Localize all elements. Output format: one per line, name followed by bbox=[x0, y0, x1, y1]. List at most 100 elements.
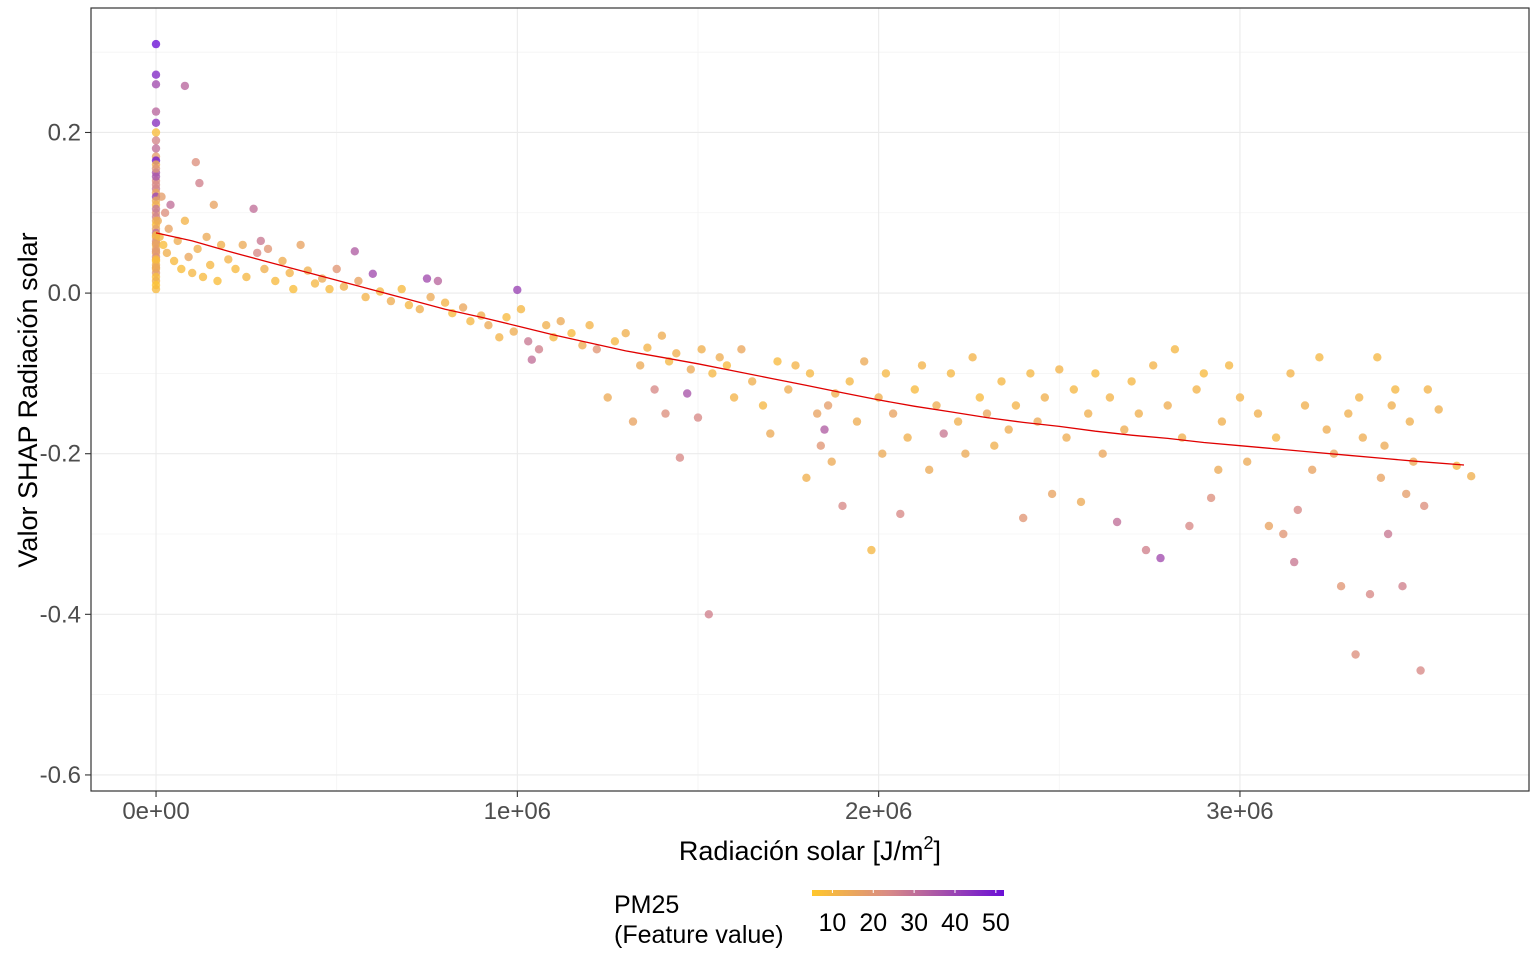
data-point bbox=[888, 409, 898, 418]
data-point bbox=[153, 216, 162, 225]
data-point bbox=[939, 429, 948, 438]
data-point bbox=[917, 361, 927, 370]
data-point bbox=[151, 80, 161, 89]
legend-tick-label: 40 bbox=[941, 909, 969, 937]
data-point bbox=[975, 393, 984, 402]
data-point bbox=[271, 276, 280, 286]
data-point bbox=[1351, 650, 1360, 659]
data-point bbox=[354, 276, 363, 286]
data-point bbox=[166, 200, 175, 209]
data-point bbox=[748, 377, 757, 386]
data-point bbox=[404, 300, 414, 310]
data-point bbox=[1199, 369, 1209, 378]
data-point bbox=[253, 248, 262, 258]
data-point bbox=[238, 240, 247, 250]
data-point bbox=[1402, 489, 1411, 499]
data-point bbox=[1112, 517, 1122, 527]
data-point bbox=[813, 409, 822, 418]
data-point bbox=[1091, 369, 1100, 378]
data-point bbox=[827, 457, 836, 466]
data-point bbox=[466, 317, 475, 326]
data-point bbox=[932, 401, 941, 410]
data-point bbox=[968, 353, 977, 362]
data-point bbox=[263, 244, 273, 254]
data-point bbox=[151, 180, 161, 189]
data-point bbox=[180, 81, 190, 91]
data-point bbox=[1026, 369, 1035, 378]
data-point bbox=[1315, 353, 1324, 362]
data-point bbox=[433, 276, 443, 286]
data-point bbox=[527, 355, 536, 364]
data-point bbox=[1279, 529, 1288, 539]
x-tick-label: 0e+00 bbox=[122, 798, 189, 825]
y-tick-label: -0.2 bbox=[40, 441, 81, 468]
data-point bbox=[1040, 393, 1050, 402]
data-point bbox=[216, 240, 226, 250]
data-point bbox=[151, 164, 161, 173]
data-point bbox=[224, 255, 233, 264]
data-point bbox=[791, 361, 800, 370]
data-point bbox=[160, 208, 170, 217]
data-point bbox=[157, 192, 166, 201]
data-point bbox=[542, 321, 551, 330]
data-point bbox=[1383, 529, 1393, 539]
data-point bbox=[534, 345, 544, 354]
data-point bbox=[1336, 582, 1346, 591]
legend-title-line2: (Feature value) bbox=[614, 921, 784, 949]
legend-ticks: 10 20 30 40 50 bbox=[819, 890, 1010, 937]
data-point bbox=[310, 279, 320, 288]
data-point bbox=[1322, 425, 1331, 434]
data-point bbox=[159, 240, 168, 250]
data-point bbox=[524, 337, 533, 346]
data-point bbox=[1300, 401, 1310, 410]
data-point bbox=[1293, 505, 1303, 515]
data-point bbox=[982, 409, 992, 418]
data-point bbox=[636, 361, 645, 370]
data-point bbox=[1264, 521, 1274, 531]
data-point bbox=[820, 425, 829, 434]
data-point bbox=[697, 345, 706, 354]
y-axis-ticks: -0.6 -0.4 -0.2 0.0 0.2 bbox=[40, 119, 91, 789]
data-point bbox=[1084, 409, 1093, 418]
data-point bbox=[440, 298, 450, 307]
data-point bbox=[213, 276, 222, 286]
data-point bbox=[198, 272, 208, 282]
data-point bbox=[151, 247, 161, 256]
data-point bbox=[1004, 425, 1013, 434]
data-point bbox=[1105, 393, 1115, 402]
data-point bbox=[256, 236, 265, 246]
data-point bbox=[1076, 497, 1086, 507]
legend-tick-label: 30 bbox=[900, 909, 928, 937]
y-tick-label: -0.4 bbox=[40, 601, 81, 628]
data-point bbox=[910, 385, 919, 394]
legend-title-line1: PM25 bbox=[614, 891, 679, 919]
data-point bbox=[368, 269, 377, 278]
data-point bbox=[180, 216, 190, 225]
data-point bbox=[628, 417, 638, 426]
data-point bbox=[502, 313, 511, 322]
data-point bbox=[1062, 433, 1071, 442]
plot-border bbox=[90, 7, 1530, 792]
color-legend: PM25 (Feature value) 10 20 30 40 50 bbox=[614, 890, 1010, 949]
y-axis-title: Valor SHAP Radiación solar bbox=[13, 232, 43, 567]
data-point bbox=[675, 453, 685, 462]
data-point bbox=[1308, 465, 1317, 474]
data-point bbox=[484, 321, 493, 330]
trend-line bbox=[155, 232, 1465, 466]
x-axis-title-main: Radiación solar [J/m bbox=[679, 836, 924, 866]
data-point bbox=[990, 441, 999, 450]
data-point bbox=[1127, 377, 1136, 386]
data-point bbox=[361, 292, 370, 302]
data-point bbox=[164, 224, 173, 233]
x-axis-title-superscript: 2 bbox=[924, 833, 934, 853]
data-point bbox=[151, 172, 161, 181]
data-point bbox=[878, 449, 887, 458]
data-point bbox=[852, 417, 862, 426]
data-point bbox=[151, 128, 161, 137]
data-point bbox=[643, 343, 652, 352]
data-point bbox=[509, 327, 518, 336]
data-point bbox=[686, 365, 695, 374]
data-point bbox=[1224, 361, 1234, 370]
data-point bbox=[715, 353, 724, 362]
